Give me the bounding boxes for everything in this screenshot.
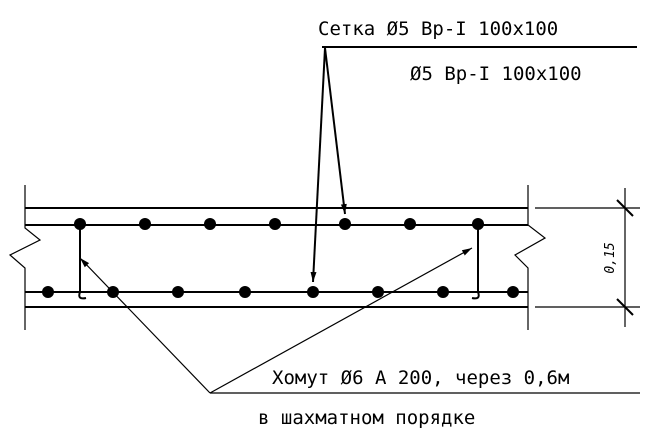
dimension: 0,15 xyxy=(535,188,640,327)
slab xyxy=(8,185,547,330)
stirrup-leader: Хомут Ø6 А 200, через 0,6м в шахматном п… xyxy=(79,247,640,429)
stirrup-note: в шахматном порядке xyxy=(258,407,475,429)
stirrups xyxy=(78,224,480,300)
rebars xyxy=(42,218,519,298)
mesh-label: Ø5 Вр-I 100х100 xyxy=(410,63,582,85)
dimension-label: 0,15 xyxy=(603,242,618,273)
mesh-leader: Сетка Ø5 Вр-I 100х100 Ø5 Вр-I 100х100 xyxy=(310,18,637,283)
stirrup-label: Хомут Ø6 А 200, через 0,6м xyxy=(272,367,569,389)
mesh-label: Сетка Ø5 Вр-I 100х100 xyxy=(318,18,558,40)
